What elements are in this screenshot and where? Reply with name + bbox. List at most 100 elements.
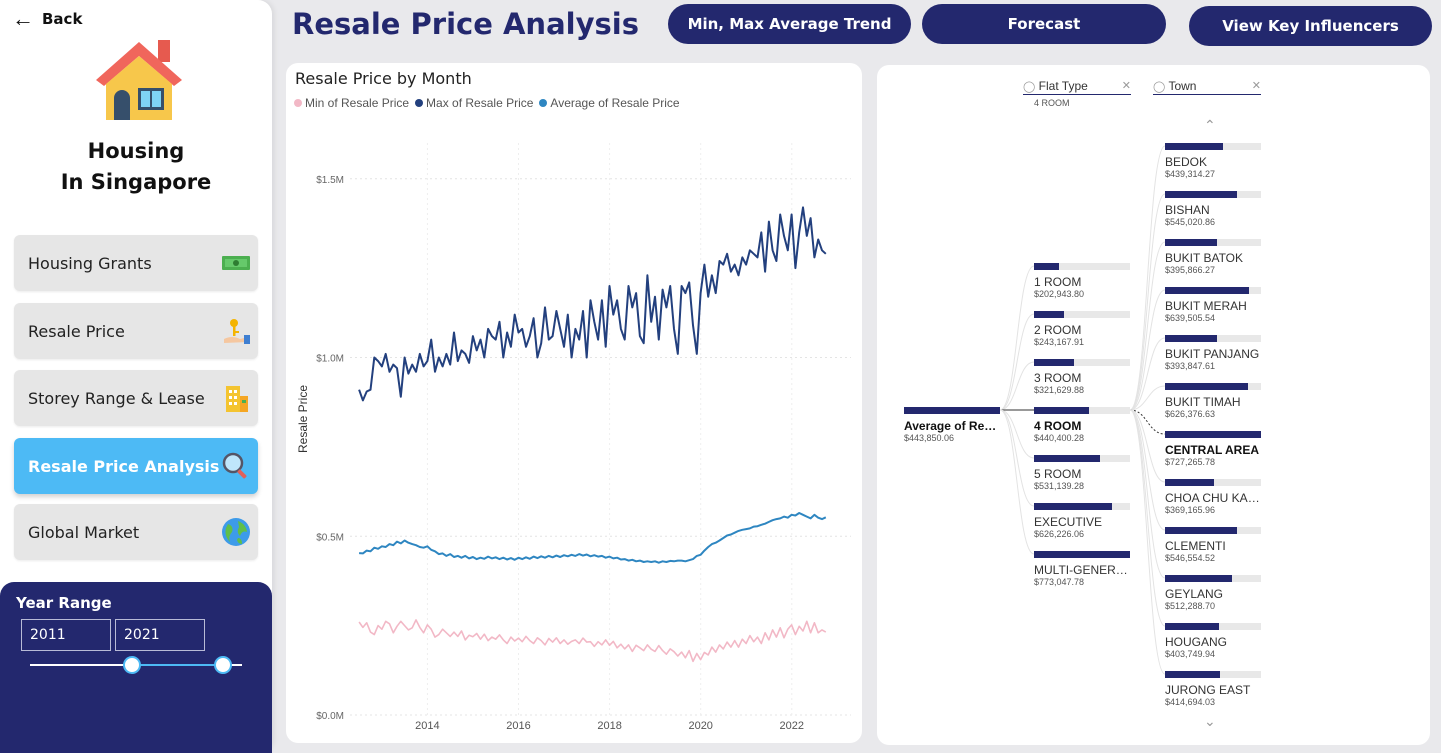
flat-type-header[interactable]: ◯ Flat Type ✕ [1023, 79, 1131, 95]
year-to-input[interactable]: 2021 [115, 619, 205, 651]
legend-item-max[interactable]: Max of Resale Price [415, 96, 533, 110]
node-label: EXECUTIVE [1034, 515, 1103, 529]
node-bar [1165, 623, 1219, 630]
remove-town-icon[interactable]: ✕ [1251, 80, 1261, 92]
node-value: $626,376.63 [1165, 409, 1216, 419]
tree-connector [1129, 409, 1166, 483]
node-value: $243,167.91 [1034, 337, 1085, 347]
brand-line-1: Housing [87, 139, 185, 163]
node-bar [1165, 431, 1261, 438]
tree-level1-node[interactable]: MULTI-GENERAT... $773,047.78 [1034, 551, 1130, 587]
tree-connector [1129, 409, 1166, 579]
legend-item-average[interactable]: Average of Resale Price [539, 96, 680, 110]
x-tick-label: 2020 [688, 720, 712, 732]
node-bar [1034, 263, 1059, 270]
node-label: JURONG EAST [1165, 683, 1251, 697]
nav-global-market[interactable]: Global Market [14, 504, 258, 560]
tree-level2-node[interactable]: BUKIT TIMAH $626,376.63 [1165, 383, 1261, 419]
node-bar [1165, 335, 1217, 342]
x-tick-label: 2016 [506, 720, 530, 732]
node-bar-bg [1165, 287, 1261, 294]
node-label: BUKIT TIMAH [1165, 395, 1241, 409]
tree-level2-node[interactable]: JURONG EAST $414,694.03 [1165, 671, 1261, 707]
node-bar-bg [1034, 503, 1130, 510]
nav-label: Global Market [28, 522, 140, 542]
flat-type-selected: 4 ROOM [1034, 98, 1070, 108]
remove-flat-type-icon[interactable]: ✕ [1121, 80, 1131, 92]
tree-level2-node[interactable]: CLEMENTI $546,554.52 [1165, 527, 1261, 563]
nav-storey-range-lease[interactable]: Storey Range & Lease [14, 370, 258, 426]
legend-item-min[interactable]: Min of Resale Price [294, 96, 409, 110]
tree-connectors [999, 145, 1166, 675]
back-button[interactable]: ← Back [12, 8, 82, 30]
resale-price-line-chart: $0.0M $0.5M $1.0M $1.5M 2014 2016 2018 2020 2022… [296, 143, 851, 732]
min-series-line [358, 619, 827, 663]
globe-icon [222, 518, 250, 546]
node-bar [1165, 527, 1237, 534]
scroll-down-chevron-icon[interactable]: ⌄ [1204, 713, 1216, 729]
tree-connector [1129, 289, 1166, 411]
forecast-button[interactable]: Forecast [922, 4, 1166, 44]
nav-resale-price[interactable]: Resale Price [14, 303, 258, 359]
nav-label: Resale Price Analysis [28, 456, 220, 476]
node-label: 3 ROOM [1034, 371, 1082, 385]
node-value: $439,314.27 [1165, 169, 1216, 179]
tree-connector [1129, 241, 1166, 411]
building-icon [226, 386, 248, 412]
chart-legend: Min of Resale Price Max of Resale Price … [294, 96, 680, 110]
nav-housing-grants[interactable]: Housing Grants [14, 235, 258, 291]
y-axis-label: Resale Price [296, 385, 310, 453]
year-from-input[interactable]: 2011 [21, 619, 111, 651]
tree-level2-node[interactable]: BUKIT PANJANG $393,847.61 [1165, 335, 1261, 371]
x-tick-label: 2022 [780, 720, 804, 732]
lightbulb-icon: ◯ [1153, 81, 1166, 93]
tree-root-node[interactable]: Average of Res... $443,850.06 [904, 407, 1000, 443]
tree-level2-node[interactable]: CENTRAL AREA $727,265.78 [1165, 431, 1261, 467]
average-series-line [359, 512, 827, 564]
tree-level1-node[interactable]: 5 ROOM $531,139.28 [1034, 455, 1130, 491]
tree-level1-node[interactable]: 1 ROOM $202,943.80 [1034, 263, 1130, 299]
tree-connector [1129, 409, 1166, 531]
tree-level2-node[interactable]: BUKIT BATOK $395,866.27 [1165, 239, 1261, 275]
tree-level2-node[interactable]: HOUGANG $403,749.94 [1165, 623, 1261, 659]
node-bar-bg [1034, 311, 1130, 318]
year-slider-handle-from[interactable] [123, 656, 141, 674]
year-slider-handle-to[interactable] [214, 656, 232, 674]
min-max-average-trend-button[interactable]: Min, Max Average Trend [668, 4, 911, 44]
node-label: MULTI-GENERAT... [1034, 563, 1130, 577]
tree-level2-node[interactable]: BISHAN $545,020.86 [1165, 191, 1261, 227]
node-value: $395,866.27 [1165, 265, 1216, 275]
node-bar [1165, 191, 1237, 198]
node-value: $440,400.28 [1034, 433, 1085, 443]
tree-level2-node[interactable]: GEYLANG $512,288.70 [1165, 575, 1261, 611]
tree-level1-node[interactable]: 3 ROOM $321,629.88 [1034, 359, 1130, 395]
node-bar-bg [1165, 479, 1261, 486]
decomposition-tree-card: ◯ Flat Type ✕ 4 ROOM ◯ Town ✕ ⌃ ⌄ Averag… [877, 65, 1430, 745]
node-bar-bg [1165, 239, 1261, 246]
nav-resale-price-analysis[interactable]: Resale Price Analysis [14, 438, 258, 494]
node-bar-bg [1165, 383, 1261, 390]
nav-label: Housing Grants [28, 253, 152, 273]
tree-connector [1129, 193, 1166, 411]
node-label: BUKIT MERAH [1165, 299, 1247, 313]
node-value: $403,749.94 [1165, 649, 1216, 659]
max-series-line [358, 206, 827, 402]
tree-level1-node[interactable]: 2 ROOM $243,167.91 [1034, 311, 1130, 347]
node-value: $727,265.78 [1165, 457, 1216, 467]
node-bar-bg [1165, 431, 1261, 438]
y-tick-label: $0.0M [316, 711, 344, 722]
tree-level2-node[interactable]: BUKIT MERAH $639,505.54 [1165, 287, 1261, 323]
town-header[interactable]: ◯ Town ✕ [1153, 79, 1261, 95]
tree-level1-node[interactable]: 4 ROOM $440,400.28 [1034, 407, 1130, 443]
node-bar-bg [904, 407, 1000, 414]
tree-level2-node[interactable]: CHOA CHU KANG $369,165.96 [1165, 479, 1261, 515]
tree-connector [999, 409, 1035, 555]
scroll-up-chevron-icon[interactable]: ⌃ [1204, 117, 1216, 133]
legend-dot-min [294, 99, 302, 107]
year-range-panel: Year Range 2011 2021 [0, 582, 272, 753]
tree-level1-node[interactable]: EXECUTIVE $626,226.06 [1034, 503, 1130, 539]
tree-level2-node[interactable]: BEDOK $439,314.27 [1165, 143, 1261, 179]
node-bar-bg [1165, 335, 1261, 342]
page-title: Resale Price Analysis [292, 7, 639, 41]
view-key-influencers-button[interactable]: View Key Influencers [1189, 6, 1432, 46]
